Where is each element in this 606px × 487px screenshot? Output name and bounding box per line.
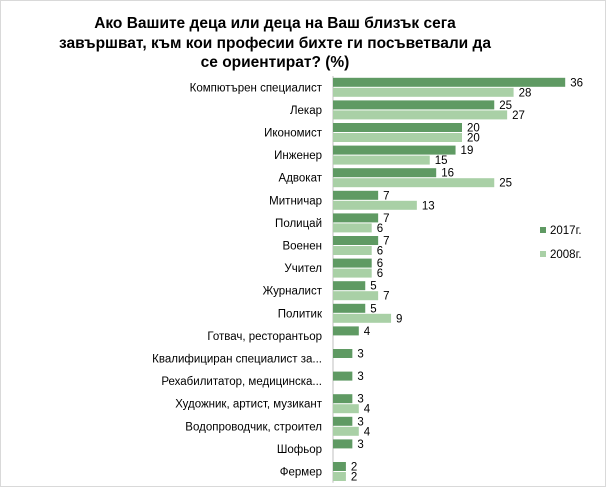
bar-2017	[333, 77, 566, 87]
data-label: 5	[370, 303, 376, 315]
chart-title: Ако Вашите деца или деца на Ваш близък с…	[40, 14, 510, 73]
data-label: 19	[461, 145, 474, 157]
bar-2017	[333, 281, 366, 291]
data-label: 20	[467, 123, 480, 135]
bar-2017	[333, 416, 353, 426]
data-label: 2	[351, 462, 357, 474]
data-label: 6	[377, 258, 383, 270]
bar-2008	[333, 291, 379, 301]
data-label: 6	[377, 223, 383, 235]
bar-2017	[333, 213, 379, 223]
data-label: 3	[357, 349, 363, 361]
category-label: Учител	[284, 263, 322, 275]
data-label: 7	[383, 236, 389, 248]
bar-2017	[333, 349, 353, 358]
data-label: 3	[357, 371, 363, 383]
data-label: 36	[570, 77, 583, 89]
bar-2008	[333, 426, 359, 436]
data-label: 6	[377, 246, 383, 258]
category-label: Лекар	[290, 105, 322, 117]
data-label: 7	[383, 190, 389, 202]
bar-2017	[333, 303, 366, 313]
bar-2008	[333, 178, 495, 188]
bar-2017	[333, 100, 495, 110]
bar-2008	[333, 87, 514, 97]
bar-2008	[333, 268, 372, 278]
data-label: 3	[357, 439, 363, 451]
bar-2008	[333, 200, 417, 210]
bar-2017	[333, 168, 437, 178]
legend-swatch	[540, 251, 546, 257]
data-label: 4	[364, 404, 371, 416]
data-label: 7	[383, 291, 389, 303]
legend-label: 2008г.	[550, 249, 582, 261]
data-label: 5	[370, 281, 376, 293]
bar-2008	[333, 223, 372, 233]
data-label: 4	[364, 426, 371, 438]
category-label: Фермер	[280, 467, 322, 479]
data-label: 6	[377, 268, 383, 280]
data-label: 28	[519, 87, 532, 99]
category-label: Митничар	[269, 195, 322, 207]
bar-2008	[333, 472, 346, 481]
data-label: 25	[499, 178, 512, 190]
category-label: Рехабилитатор, медицинска...	[161, 376, 322, 388]
bar-2017	[333, 190, 379, 200]
category-label: Полицай	[275, 218, 322, 230]
bar-2008	[333, 133, 462, 142]
category-label: Шофьор	[277, 444, 322, 456]
data-label: 4	[364, 326, 371, 338]
category-label: Готвач, ресторантьор	[207, 331, 322, 343]
bar-2017	[333, 371, 353, 381]
legend-swatch	[540, 227, 546, 233]
data-label: 16	[441, 168, 454, 180]
legend: 2017г. 2008г.	[540, 225, 582, 261]
category-label: Журналист	[263, 286, 323, 298]
bars-layer	[332, 76, 566, 483]
bar-2008	[333, 155, 430, 165]
legend-label: 2017г.	[550, 225, 582, 237]
category-label: Компютърен специалист	[190, 82, 323, 94]
bar-2008	[333, 404, 359, 414]
bar-2017	[333, 439, 353, 449]
data-label: 2	[351, 472, 357, 484]
data-label: 27	[512, 110, 525, 122]
bar-2017	[333, 326, 359, 336]
data-label: 7	[383, 213, 389, 225]
data-label: 3	[357, 394, 363, 406]
category-label: Адвокат	[279, 173, 323, 185]
category-label: Икономист	[264, 128, 323, 140]
chart-title-line-1: Ако Вашите деца или деца на Ваш близък с…	[94, 15, 456, 32]
data-label: 3	[357, 416, 363, 428]
data-label: 9	[396, 313, 402, 325]
chart-title-line-3: се ориентират? (%)	[200, 54, 350, 71]
category-label: Водопроводчик, строител	[185, 421, 322, 433]
bar-2008	[333, 246, 372, 255]
category-label: Художник, артист, музикант	[175, 399, 323, 411]
bar-2017	[333, 258, 372, 268]
bar-2008	[333, 110, 508, 120]
bar-2017	[333, 394, 353, 404]
category-label: Политик	[278, 308, 323, 320]
category-label: Военен	[282, 241, 322, 253]
bar-2017	[333, 236, 379, 245]
data-label: 15	[435, 155, 448, 167]
bar-2017	[333, 123, 462, 132]
bar-2017	[333, 462, 346, 471]
data-label: 13	[422, 200, 435, 212]
bar-2017	[333, 145, 456, 155]
category-label: Инженер	[274, 150, 322, 162]
bar-2008	[333, 313, 392, 323]
data-label: 25	[499, 100, 512, 112]
data-label: 20	[467, 133, 480, 145]
chart-title-line-2: завършват, към кои професии бихте ги пос…	[59, 34, 491, 52]
category-label: Квалифициран специалист за...	[152, 354, 322, 366]
